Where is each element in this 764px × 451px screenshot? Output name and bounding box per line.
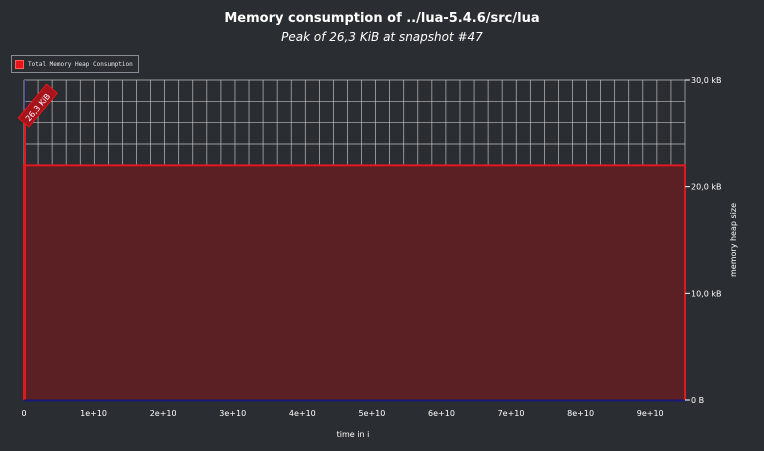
series-area-0 <box>24 165 685 400</box>
y-tick-label: 20,0 kB <box>691 183 721 192</box>
x-tick-label: 1e+10 <box>80 409 107 418</box>
y-axis-title: memory heap size <box>729 203 738 277</box>
x-tick-label: 7e+10 <box>498 409 525 418</box>
x-tick-label: 3e+10 <box>219 409 246 418</box>
axes <box>24 79 690 402</box>
x-tick-label: 8e+10 <box>567 409 594 418</box>
legend-label: Total Memory Heap Consumption <box>28 60 133 68</box>
x-axis-title: time in i <box>337 430 370 439</box>
x-tick-label: 5e+10 <box>358 409 385 418</box>
y-tick-label: 0 B <box>691 396 704 405</box>
x-tick-label: 0 <box>21 409 26 418</box>
legend: Total Memory Heap Consumption <box>11 55 139 73</box>
y-tick-label: 30,0 kB <box>691 76 721 85</box>
peak-label-box <box>17 83 58 128</box>
chart-title: Memory consumption of ../lua-5.4.6/src/l… <box>224 11 540 26</box>
y-tick-label: 10,0 kB <box>691 289 721 298</box>
plot-area <box>23 80 686 400</box>
x-tick-label: 4e+10 <box>289 409 316 418</box>
x-tick-label: 9e+10 <box>637 409 664 418</box>
x-tick-label: 2e+10 <box>150 409 177 418</box>
x-tick-label: 6e+10 <box>428 409 455 418</box>
legend-swatch <box>15 59 24 69</box>
chart-subtitle: Peak of 26,3 KiB at snapshot #47 <box>281 30 483 44</box>
